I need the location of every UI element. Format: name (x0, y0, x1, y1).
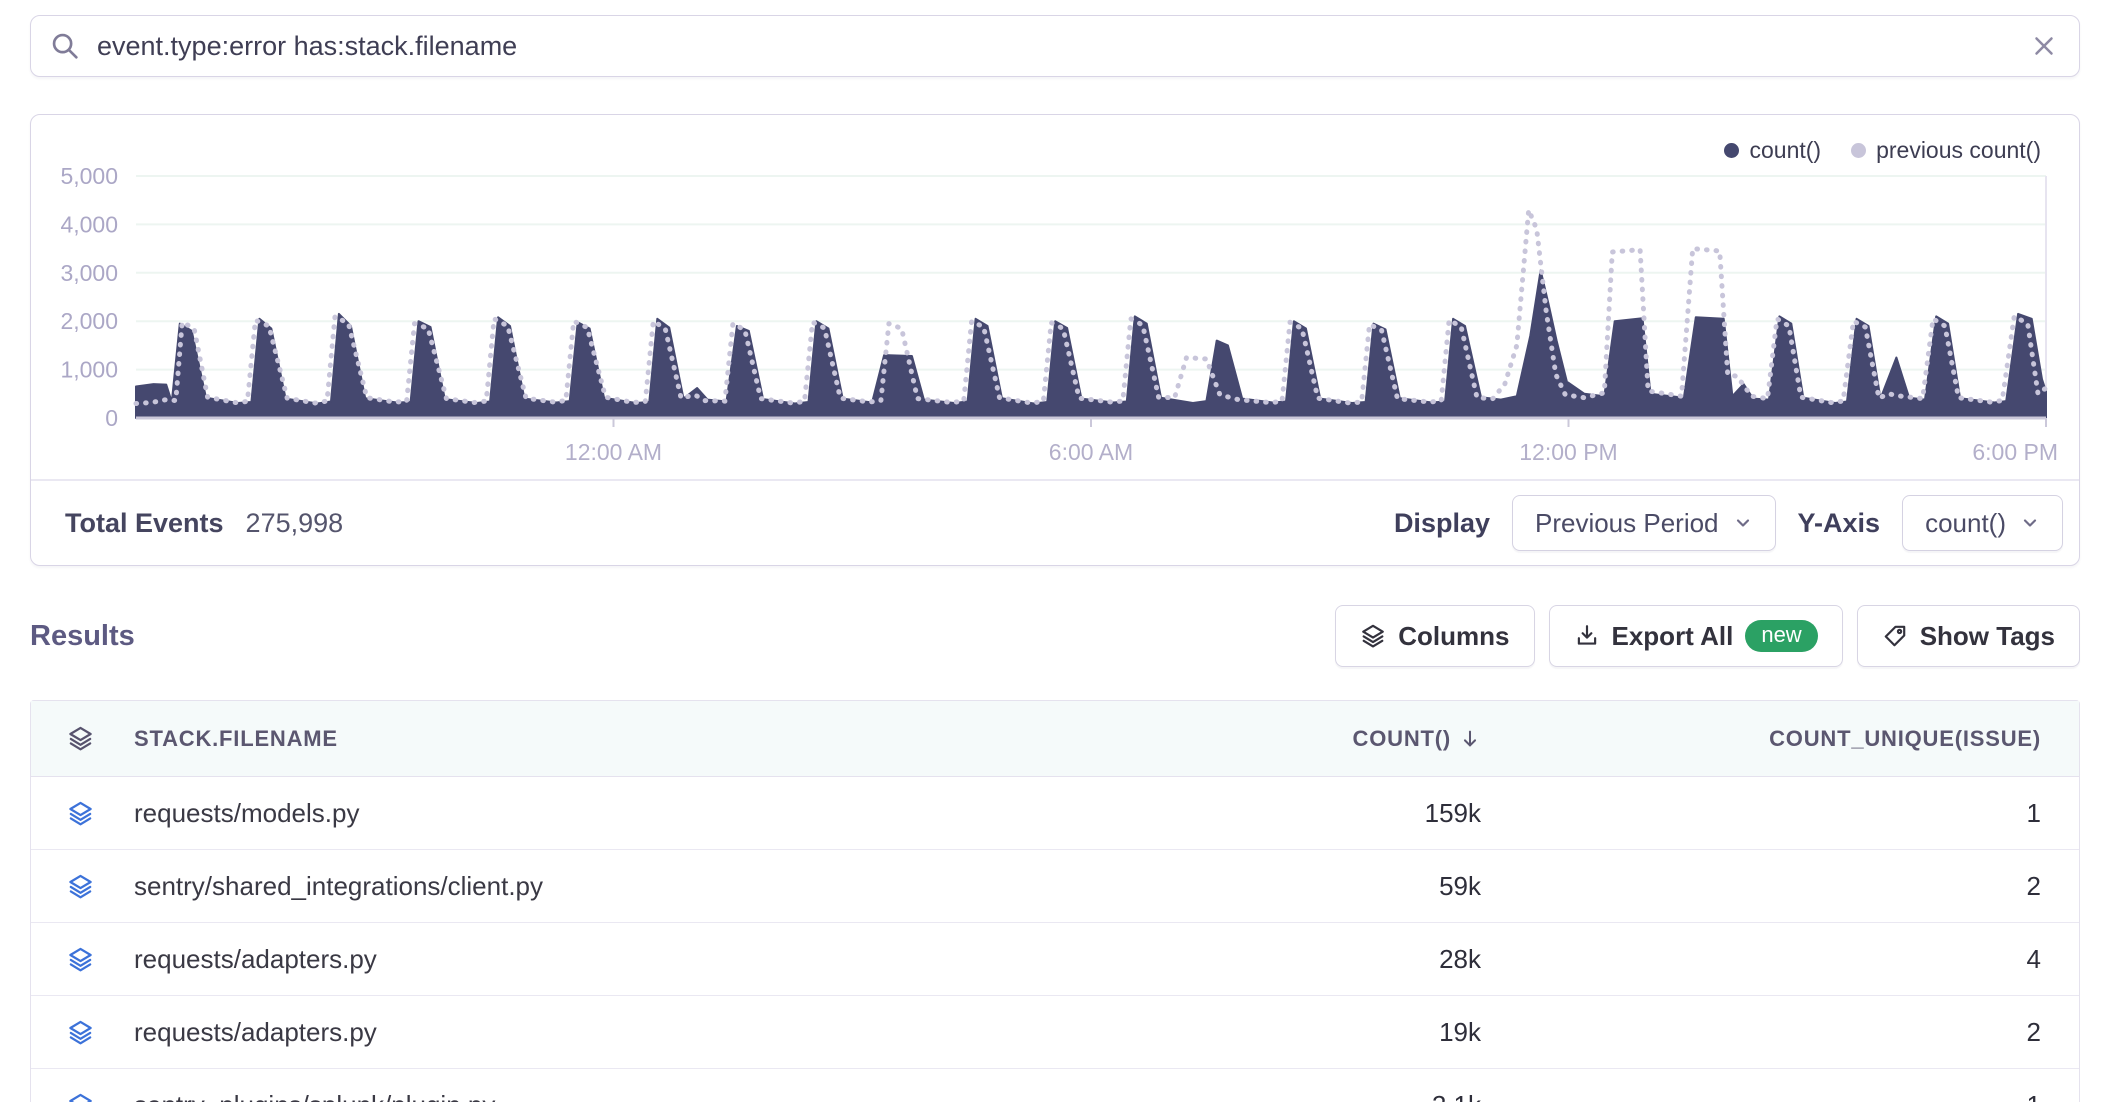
svg-text:1,000: 1,000 (60, 357, 118, 383)
events-time-series-chart[interactable]: 0 1,000 2,000 3,000 4,000 5,000 12:00 AM 6:00 A… (31, 115, 2081, 479)
table-row[interactable]: requests/models.py 159k 1 (31, 777, 2079, 850)
legend-label-previous-count: previous count() (1876, 137, 2041, 163)
results-header: Results Columns (30, 604, 2080, 668)
total-events-label: Total Events (65, 507, 224, 538)
stack-layers-icon (67, 1092, 94, 1102)
download-icon (1574, 623, 1600, 649)
export-all-button-label: Export All (1611, 620, 1734, 651)
table-row[interactable]: sentry_plugins/splunk/plugin.py 2.1k1 (31, 1069, 2079, 1102)
count-cell: 28k (1439, 943, 1481, 974)
svg-text:3,000: 3,000 (60, 260, 118, 286)
chart-footer: Total Events 275,998 Display Previous Pe… (31, 479, 2079, 565)
legend-item-count[interactable]: count() (1724, 137, 1821, 164)
events-chart-panel: count() previous count() 0 1,000 2,000 3,00… (30, 114, 2080, 566)
stack-layers-icon (67, 946, 94, 973)
column-header-count[interactable]: COUNT() (1352, 725, 1451, 751)
svg-text:5,000: 5,000 (60, 163, 118, 189)
legend-label-count: count() (1749, 137, 1822, 163)
tag-icon (1882, 623, 1908, 649)
stack-layers-icon (67, 1019, 94, 1046)
results-table-header: STACK.FILENAME COUNT() COUNT_UNIQUE(ISSU… (31, 701, 2079, 777)
clear-search-icon[interactable] (2029, 31, 2059, 61)
sort-descending-icon[interactable] (1459, 728, 1481, 750)
column-header-count-unique-issue[interactable]: COUNT_UNIQUE(ISSUE) (1769, 725, 2041, 751)
svg-text:12:00 AM: 12:00 AM (565, 439, 662, 465)
yaxis-dropdown[interactable]: count() (1902, 495, 2063, 551)
chart-legend: count() previous count() (1724, 137, 2041, 164)
svg-text:0: 0 (105, 405, 118, 431)
filename-cell[interactable]: sentry_plugins/splunk/plugin.py (134, 1090, 495, 1102)
count-unique-cell: 1 (2026, 797, 2041, 828)
filename-cell[interactable]: requests/adapters.py (134, 943, 377, 974)
layers-icon[interactable] (67, 725, 94, 752)
count-unique-cell: 2 (2026, 870, 2041, 901)
count-unique-cell: 2 (2026, 1016, 2041, 1047)
count-unique-cell: 1 (1519, 1090, 2079, 1102)
export-all-button[interactable]: Export All new (1548, 605, 1843, 667)
results-table-body: requests/models.py 159k 1 sentry/shared_in… (31, 777, 2079, 1102)
count-cell: 2.1k (1159, 1090, 1519, 1102)
show-tags-button-label: Show Tags (1919, 620, 2055, 651)
new-badge: new (1745, 620, 1818, 652)
legend-item-previous-count[interactable]: previous count() (1851, 137, 2041, 164)
count-cell: 59k (1439, 870, 1481, 901)
svg-text:4,000: 4,000 (60, 211, 118, 237)
display-dropdown-value: Previous Period (1534, 507, 1719, 538)
stack-layers-icon (67, 873, 94, 900)
count-cell: 19k (1439, 1016, 1481, 1047)
display-dropdown[interactable]: Previous Period (1511, 495, 1776, 551)
count-unique-cell: 4 (2026, 943, 2041, 974)
legend-dot-count (1724, 143, 1740, 158)
chevron-down-icon (2020, 513, 2040, 533)
filename-cell[interactable]: requests/models.py (134, 797, 360, 828)
columns-button[interactable]: Columns (1335, 605, 1535, 667)
display-label: Display (1393, 507, 1490, 538)
svg-text:6:00 AM: 6:00 AM (1049, 439, 1133, 465)
svg-text:12:00 PM: 12:00 PM (1519, 439, 1617, 465)
yaxis-dropdown-value: count() (1925, 507, 2006, 538)
columns-button-label: Columns (1398, 620, 1510, 651)
search-icon (49, 30, 81, 62)
filename-cell[interactable]: sentry/shared_integrations/client.py (134, 870, 544, 901)
filename-cell[interactable]: requests/adapters.py (134, 1016, 377, 1047)
search-bar (30, 15, 2080, 77)
show-tags-button[interactable]: Show Tags (1856, 605, 2080, 667)
table-row[interactable]: requests/adapters.py 28k 4 (31, 923, 2079, 996)
total-events-value: 275,998 (245, 507, 344, 538)
results-title: Results (30, 619, 135, 652)
legend-dot-previous-count (1851, 143, 1867, 158)
stack-layers-icon (67, 800, 94, 827)
svg-text:2,000: 2,000 (60, 308, 118, 334)
table-row[interactable]: requests/adapters.py 19k 2 (31, 996, 2079, 1069)
svg-text:6:00 PM: 6:00 PM (1972, 439, 2058, 465)
table-row[interactable]: sentry/shared_integrations/client.py 59k 2 (31, 850, 2079, 923)
count-cell: 159k (1424, 797, 1481, 828)
column-header-stack-filename[interactable]: STACK.FILENAME (134, 725, 338, 751)
layers-icon (1360, 623, 1386, 649)
chevron-down-icon (1733, 513, 1753, 533)
results-table: STACK.FILENAME COUNT() COUNT_UNIQUE(ISSU… (30, 700, 2080, 1102)
search-input[interactable] (97, 30, 2029, 62)
yaxis-label: Y-Axis (1797, 507, 1881, 538)
